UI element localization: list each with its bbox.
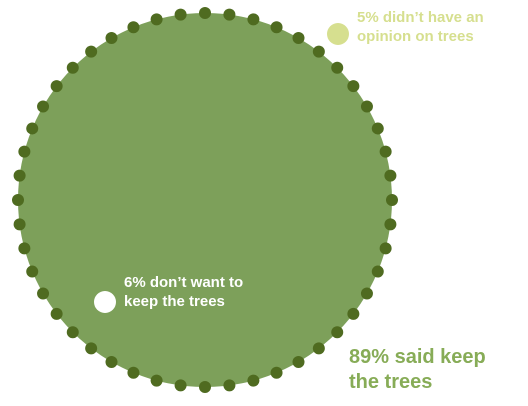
border-dot bbox=[347, 307, 360, 320]
border-dot bbox=[18, 145, 31, 158]
border-dot bbox=[85, 45, 98, 58]
border-dot bbox=[85, 342, 98, 355]
border-dot bbox=[26, 265, 39, 278]
border-dot bbox=[247, 13, 260, 26]
border-dot bbox=[360, 100, 373, 113]
border-dot bbox=[360, 287, 373, 300]
border-dot bbox=[127, 366, 140, 379]
border-dot bbox=[127, 21, 140, 34]
border-dot bbox=[223, 8, 236, 21]
border-dot bbox=[379, 145, 392, 158]
border-dot bbox=[174, 8, 187, 21]
border-dot bbox=[174, 379, 187, 392]
border-dot bbox=[270, 366, 283, 379]
no-opinion-marker bbox=[327, 23, 349, 45]
keep-trees-label-line-2: the trees bbox=[349, 371, 433, 393]
border-dot bbox=[247, 374, 260, 387]
border-dot bbox=[312, 45, 325, 58]
border-dot bbox=[379, 242, 392, 255]
border-dot bbox=[66, 61, 79, 74]
border-dot bbox=[371, 122, 384, 135]
border-dot bbox=[66, 326, 79, 339]
border-dot bbox=[371, 265, 384, 278]
dont-want-label-line-1: 6% don’t want to bbox=[124, 274, 244, 291]
no-opinion-label-line-1: 5% didn’t have an bbox=[357, 9, 484, 26]
border-dot bbox=[50, 307, 63, 320]
border-dot bbox=[384, 169, 397, 182]
circle-dotted-border bbox=[12, 7, 398, 393]
border-dot bbox=[223, 379, 236, 392]
border-dot bbox=[13, 218, 26, 231]
dont-want-marker bbox=[94, 291, 116, 313]
dont-want-label-line-2: keep the trees bbox=[124, 292, 225, 310]
border-dot bbox=[347, 80, 360, 93]
border-dot bbox=[384, 218, 397, 231]
border-dot bbox=[331, 326, 344, 339]
border-dot bbox=[105, 355, 118, 368]
border-dot bbox=[18, 242, 31, 255]
border-dot bbox=[386, 194, 398, 206]
border-dot bbox=[292, 355, 305, 368]
no-opinion-label-line-2: opinion on trees bbox=[357, 27, 474, 45]
border-dot bbox=[37, 100, 50, 113]
border-dot bbox=[270, 21, 283, 34]
border-dot bbox=[312, 342, 325, 355]
border-dot bbox=[37, 287, 50, 300]
border-dot bbox=[292, 32, 305, 45]
border-dot bbox=[26, 122, 39, 135]
border-dot bbox=[199, 7, 211, 19]
no-opinion-label: 5% didn’t have an opinion on trees bbox=[357, 9, 484, 47]
border-dot bbox=[12, 194, 24, 206]
dont-want-label: 6% don’t want to keep the trees bbox=[124, 274, 243, 312]
keep-trees-label-line-1: 89% said keep bbox=[349, 346, 486, 368]
border-dot bbox=[150, 374, 163, 387]
border-dot bbox=[105, 32, 118, 45]
border-dot bbox=[50, 80, 63, 93]
border-dot bbox=[13, 169, 26, 182]
border-dot bbox=[331, 61, 344, 74]
keep-trees-label: 89% said keep the trees bbox=[349, 345, 486, 395]
border-dot bbox=[199, 381, 211, 393]
border-dot bbox=[150, 13, 163, 26]
